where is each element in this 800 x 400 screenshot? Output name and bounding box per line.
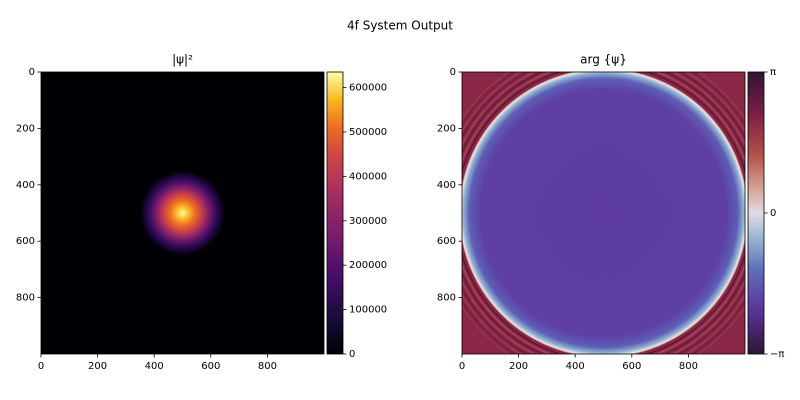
x-tick-label: 200 <box>509 361 528 372</box>
y-tick-label: 400 <box>16 180 35 191</box>
y-tick-label: 800 <box>16 293 35 304</box>
colorbar-tick-label: 500000 <box>349 127 387 138</box>
image-content <box>462 72 745 354</box>
colorbar-tick-label: 100000 <box>349 305 387 316</box>
y-tick-label: 400 <box>437 180 456 191</box>
colorbar-tick-label: π <box>770 67 776 78</box>
axes-frame <box>461 71 746 355</box>
colorbar <box>747 71 765 355</box>
x-tick-label: 800 <box>258 361 277 372</box>
x-tick-label: 400 <box>145 361 164 372</box>
colorbar <box>326 71 344 355</box>
colorbar-tick-label: 0 <box>770 208 776 219</box>
y-tick-label: 200 <box>16 123 35 134</box>
colorbar-tick-label: 400000 <box>349 171 387 182</box>
intensity-spot <box>140 170 225 256</box>
colorbar-tick-label: 0 <box>349 349 355 360</box>
axes-frame <box>40 71 325 355</box>
y-tick-label: 0 <box>450 67 456 78</box>
x-tick-label: 0 <box>459 361 465 372</box>
axes-title: |ψ|² <box>172 53 193 67</box>
phase-disk <box>462 72 745 354</box>
x-tick-label: 200 <box>88 361 107 372</box>
x-tick-label: 0 <box>38 361 44 372</box>
colorbar-tick-label: 200000 <box>349 260 387 271</box>
figure-title: 4f System Output <box>347 19 453 33</box>
y-tick-label: 800 <box>437 293 456 304</box>
axes-title: arg {ψ} <box>580 53 627 67</box>
x-tick-label: 400 <box>566 361 585 372</box>
y-tick-label: 600 <box>16 236 35 247</box>
colorbar-tick-label: −π <box>770 349 784 360</box>
x-tick-label: 600 <box>201 361 220 372</box>
y-tick-label: 600 <box>437 236 456 247</box>
y-tick-label: 200 <box>437 123 456 134</box>
x-tick-label: 600 <box>622 361 641 372</box>
x-tick-label: 800 <box>679 361 698 372</box>
colorbar-tick-label: 600000 <box>349 83 387 94</box>
y-tick-label: 0 <box>29 67 35 78</box>
colorbar-tick-label: 300000 <box>349 216 387 227</box>
